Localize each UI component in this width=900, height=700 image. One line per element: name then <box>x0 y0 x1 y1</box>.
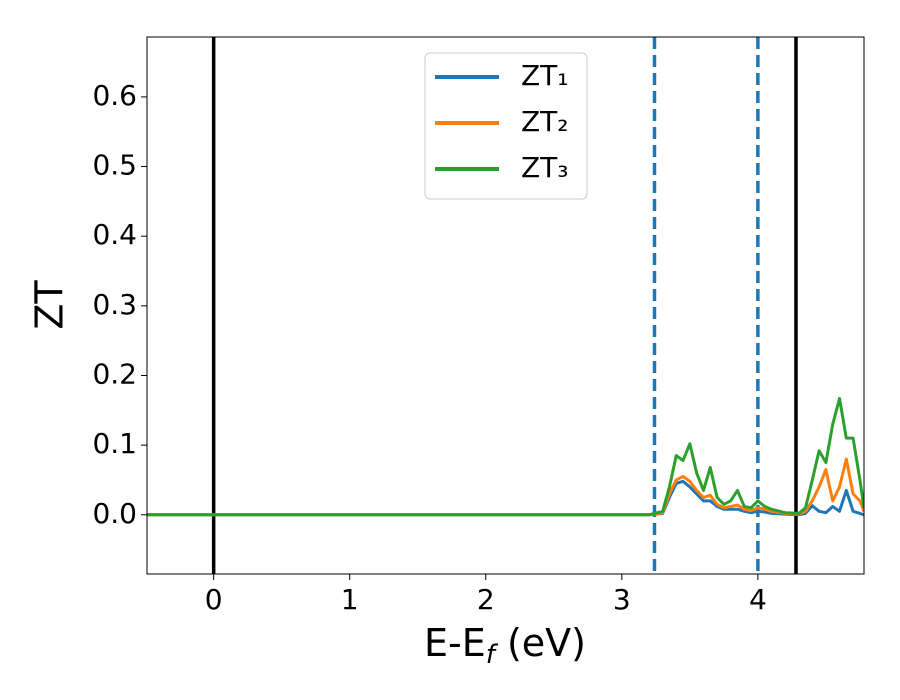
x-tick-label: 0 <box>205 583 223 616</box>
legend-label: ZT₁ <box>521 59 569 92</box>
y-tick-label: 0.3 <box>92 288 137 321</box>
x-tick-label: 3 <box>613 583 631 616</box>
y-tick-label: 0.1 <box>92 427 137 460</box>
x-label-part: (eV) <box>495 621 586 665</box>
x-tick-label: 2 <box>477 583 495 616</box>
y-tick-label: 0.0 <box>92 497 137 530</box>
plot-frame <box>146 36 865 575</box>
x-tick-label: 1 <box>341 583 359 616</box>
y-tick-label: 0.4 <box>92 218 137 251</box>
x-label-part: E-E <box>424 621 486 665</box>
y-tick-label: 0.5 <box>92 149 137 182</box>
y-tick-label: 0.6 <box>92 79 137 112</box>
x-axis-label: E-Ef (eV) <box>424 621 586 670</box>
legend-label: ZT₂ <box>521 105 569 138</box>
legend-label: ZT₃ <box>521 151 569 184</box>
legend-box <box>424 52 588 200</box>
data-line <box>147 396 864 517</box>
data-line <box>147 479 864 517</box>
x-tick-label: 4 <box>749 583 767 616</box>
data-line <box>147 457 864 517</box>
y-tick-label: 0.2 <box>92 357 137 390</box>
y-axis-label: ZT <box>28 280 72 330</box>
